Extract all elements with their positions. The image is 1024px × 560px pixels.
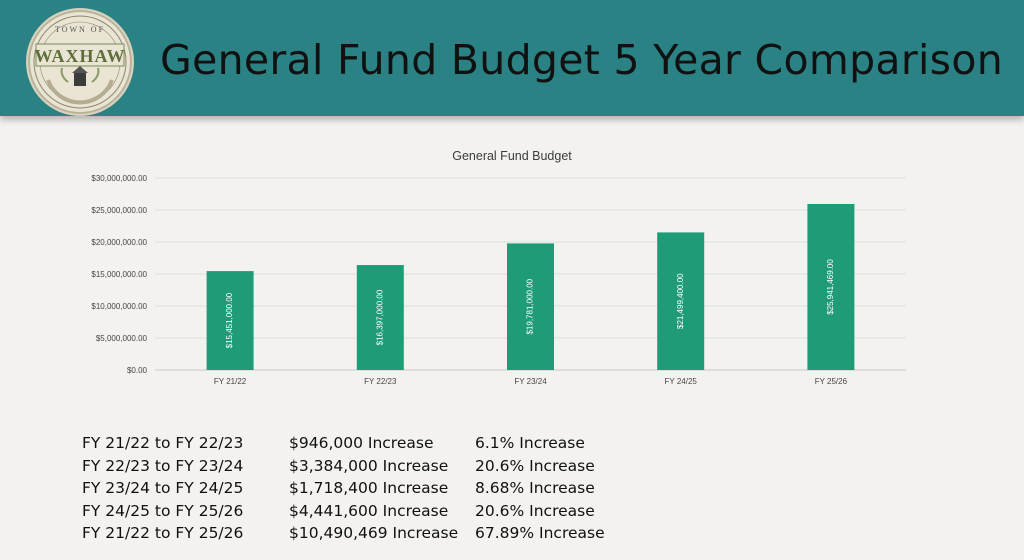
y-tick-label: $20,000,000.00 <box>91 238 147 247</box>
x-tick-label: FY 22/23 <box>364 377 397 386</box>
budget-bar-chart: $0.00 $5,000,000.00 $10,000,000.00 $15,000,… <box>91 174 906 386</box>
summary-percent: 6.1% Increase <box>475 434 585 452</box>
bar-data-label: $15,451,000.00 <box>225 292 234 348</box>
summary-amount: $946,000 Increase <box>289 434 434 452</box>
summary-period: FY 21/22 to FY 25/26 <box>82 524 244 542</box>
summary-amount: $3,384,000 Increase <box>289 456 449 475</box>
bar <box>507 243 554 370</box>
bar <box>206 271 254 370</box>
y-tick-label: $25,000,000.00 <box>91 206 147 215</box>
y-tick-label: $10,000,000.00 <box>91 302 147 311</box>
chart-title: General Fund Budget <box>452 149 572 163</box>
bar-data-label: $16,397,000.00 <box>375 289 384 345</box>
y-tick-label: $5,000,000.00 <box>96 334 148 343</box>
town-seal-graphic: TOWN OF WAXHAW <box>33 15 127 109</box>
svg-text:WAXHAW: WAXHAW <box>34 46 125 66</box>
bar-data-label: $25,941,469.00 <box>826 259 835 315</box>
bar <box>657 232 705 370</box>
summary-amount: $1,718,400 Increase <box>289 479 449 497</box>
page-title: General Fund Budget 5 Year Comparison <box>160 36 1004 84</box>
bar <box>807 203 855 370</box>
x-tick-label: FY 23/24 <box>514 377 547 386</box>
bar-data-label: $19,781,000.00 <box>526 278 535 334</box>
header-banner: TOWN OF WAXHAW General Fund Budget 5 Yea… <box>0 0 1024 116</box>
x-tick-label: FY 24/25 <box>665 377 698 386</box>
y-tick-label: $15,000,000.00 <box>91 270 147 279</box>
summary-amount: $4,441,600 Increase <box>289 501 449 520</box>
bar-data-label: $21,499,400.00 <box>676 273 685 329</box>
summary-percent: 20.6% Increase <box>475 456 595 475</box>
x-tick-label: FY 25/26 <box>815 377 848 386</box>
summary-percent: 67.89% Increase <box>475 524 605 542</box>
summary-percent: 20.6% Increase <box>475 501 595 520</box>
summary-period: FY 22/23 to FY 23/24 <box>82 456 244 475</box>
summary-period: FY 23/24 to FY 24/25 <box>82 479 244 497</box>
summary-period: FY 21/22 to FY 22/23 <box>82 434 244 452</box>
x-tick-label: FY 21/22 <box>214 377 247 386</box>
town-seal-logo: TOWN OF WAXHAW <box>26 8 134 116</box>
summary-amount: $10,490,469 Increase <box>289 524 459 542</box>
y-tick-label: $30,000,000.00 <box>91 174 147 183</box>
svg-text:TOWN OF: TOWN OF <box>55 25 105 34</box>
summary-percent: 8.68% Increase <box>475 479 595 497</box>
summary-period: FY 24/25 to FY 25/26 <box>82 501 244 520</box>
bar <box>356 265 404 370</box>
y-tick-label: $0.00 <box>127 366 148 375</box>
